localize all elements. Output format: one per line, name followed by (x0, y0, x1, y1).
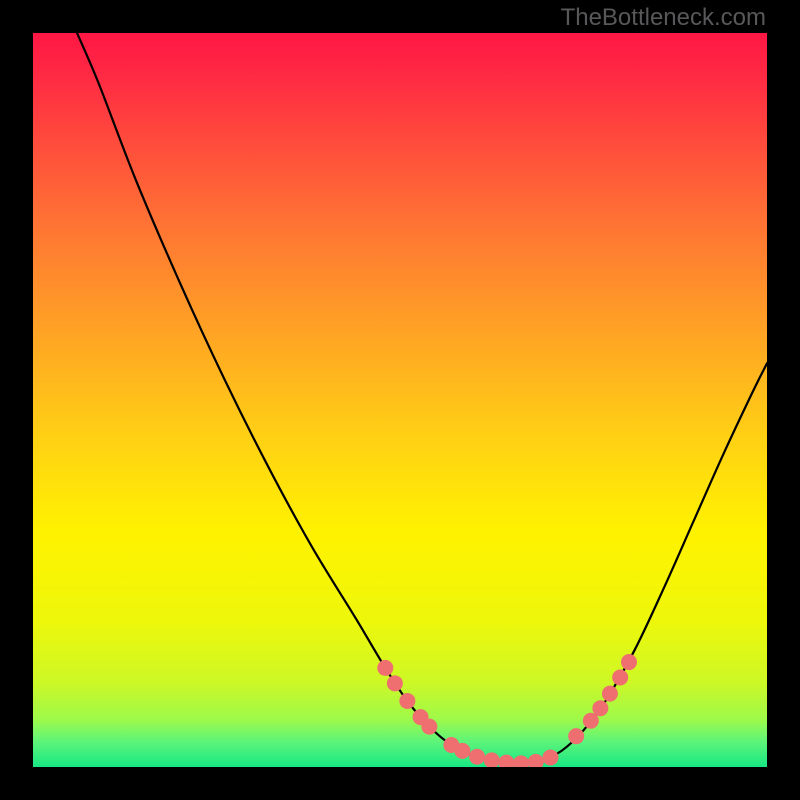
curve-marker (621, 654, 637, 670)
curve-marker (568, 728, 584, 744)
curve-marker (528, 754, 544, 770)
curve-marker (542, 749, 558, 765)
curve-marker (399, 693, 415, 709)
curve-marker (592, 700, 608, 716)
curve-marker (421, 719, 437, 735)
curve-marker (513, 755, 529, 771)
bottleneck-curve (77, 33, 767, 763)
chart-overlay (0, 0, 800, 800)
curve-marker (469, 749, 485, 765)
marker-group (377, 654, 637, 771)
curve-marker (377, 660, 393, 676)
chart-frame: TheBottleneck.com (0, 0, 800, 800)
curve-marker (387, 675, 403, 691)
curve-marker (612, 669, 628, 685)
curve-marker (454, 743, 470, 759)
curve-marker (602, 686, 618, 702)
curve-marker (498, 755, 514, 771)
watermark-text: TheBottleneck.com (561, 4, 766, 32)
curve-marker (484, 752, 500, 768)
